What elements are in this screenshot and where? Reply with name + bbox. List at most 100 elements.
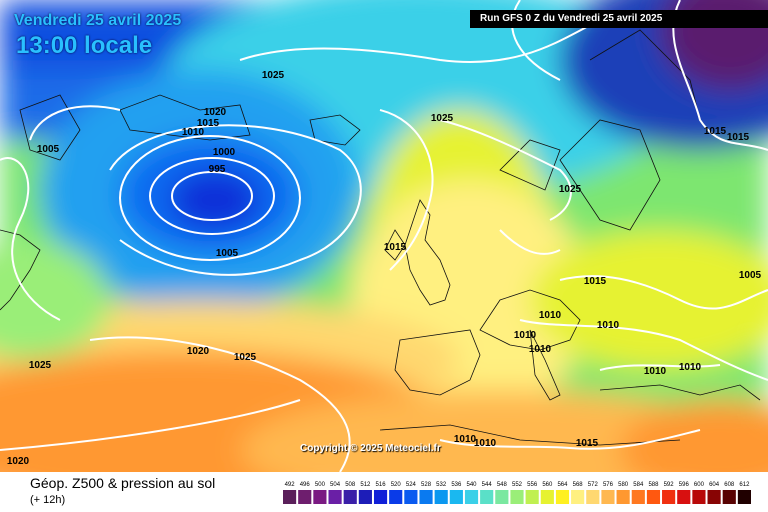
legend-value: 544 bbox=[482, 482, 493, 488]
legend-value: 608 bbox=[724, 482, 735, 488]
legend-swatch bbox=[601, 490, 615, 504]
isobar-label: 1020 bbox=[187, 346, 210, 357]
legend-swatch bbox=[692, 490, 706, 504]
legend-swatch bbox=[707, 490, 721, 504]
legend-value: 584 bbox=[633, 482, 644, 488]
legend-swatch bbox=[434, 490, 448, 504]
legend-swatch bbox=[313, 490, 327, 504]
legend-value: 524 bbox=[406, 482, 417, 488]
legend-swatch bbox=[722, 490, 736, 504]
legend-value: 576 bbox=[603, 482, 614, 488]
legend-swatch bbox=[328, 490, 342, 504]
legend-swatch bbox=[298, 490, 312, 504]
legend-swatch bbox=[404, 490, 418, 504]
isobar-label: 1005 bbox=[216, 248, 239, 259]
legend-value: 516 bbox=[376, 482, 387, 488]
legend-value: 596 bbox=[679, 482, 690, 488]
legend-swatch bbox=[358, 490, 372, 504]
legend-swatch bbox=[464, 490, 479, 504]
isobar-label: 1010 bbox=[182, 127, 205, 138]
isobar-label: 1015 bbox=[727, 132, 750, 143]
legend-swatch bbox=[646, 490, 661, 504]
legend-swatch bbox=[480, 490, 494, 504]
legend-value: 508 bbox=[345, 482, 356, 488]
legend-value: 592 bbox=[664, 482, 675, 488]
legend-swatch bbox=[586, 490, 600, 504]
isobar-label: 1020 bbox=[7, 456, 30, 467]
legend-value: 512 bbox=[360, 482, 371, 488]
legend-swatch bbox=[616, 490, 630, 504]
legend-value: 604 bbox=[709, 482, 720, 488]
isobar-label: 1025 bbox=[559, 184, 582, 195]
legend-swatch bbox=[419, 490, 433, 504]
isobar-label: 1010 bbox=[514, 330, 537, 341]
isobar-label: 1015 bbox=[384, 242, 407, 253]
legend-swatch bbox=[449, 490, 463, 504]
isobar-label: 1010 bbox=[679, 362, 702, 373]
legend-value: 556 bbox=[527, 482, 538, 488]
legend-swatch bbox=[540, 490, 554, 504]
legend-value: 580 bbox=[618, 482, 629, 488]
copyright-notice: Copyright © 2025 Meteociel.fr bbox=[300, 443, 441, 454]
isobar-label: 995 bbox=[209, 164, 226, 175]
local-time: 13:00 locale bbox=[16, 32, 153, 59]
legend-swatch bbox=[662, 490, 676, 504]
isobar-label: 1025 bbox=[431, 113, 454, 124]
isobar-label: 1005 bbox=[37, 144, 60, 155]
isobar-label: 1010 bbox=[644, 366, 667, 377]
isobar-label: 1015 bbox=[704, 126, 727, 137]
legend-value: 564 bbox=[557, 482, 568, 488]
legend-value: 536 bbox=[451, 482, 462, 488]
isobar-label: 1020 bbox=[204, 107, 227, 118]
isobar-label: 1015 bbox=[576, 438, 599, 449]
legend-swatch bbox=[283, 490, 297, 504]
legend-value: 560 bbox=[542, 482, 553, 488]
legend-value: 492 bbox=[285, 482, 296, 488]
legend-value: 572 bbox=[588, 482, 599, 488]
legend-swatch bbox=[737, 490, 751, 504]
legend-swatch bbox=[555, 490, 570, 504]
chart-date: Vendredi 25 avril 2025 bbox=[14, 12, 182, 29]
legend-value: 532 bbox=[436, 482, 447, 488]
isobar-label: 1015 bbox=[584, 276, 607, 287]
legend-value: 540 bbox=[467, 482, 478, 488]
legend-swatch bbox=[525, 490, 539, 504]
legend-value: 612 bbox=[739, 482, 750, 488]
isobar-label: 1010 bbox=[529, 344, 552, 355]
color-scale-legend: 492 496 500 504 508 512 516 520 524 528 532 536 540 5… bbox=[283, 482, 751, 504]
isobar-label: 1010 bbox=[474, 438, 497, 449]
isobar-label: 1025 bbox=[29, 360, 52, 371]
legend-value: 552 bbox=[512, 482, 523, 488]
legend-swatch bbox=[343, 490, 357, 504]
legend-value: 528 bbox=[421, 482, 432, 488]
isobar-label: 1005 bbox=[739, 270, 762, 281]
isobar-label: 1010 bbox=[454, 434, 477, 445]
legend-value: 520 bbox=[391, 482, 402, 488]
isobar-label: 1000 bbox=[213, 147, 236, 158]
legend-value: 600 bbox=[694, 482, 705, 488]
isobars bbox=[0, 0, 768, 472]
legend-value: 548 bbox=[497, 482, 508, 488]
legend-value: 496 bbox=[300, 482, 311, 488]
lead-time: (+ 12h) bbox=[30, 494, 66, 506]
legend-swatch bbox=[510, 490, 524, 504]
run-info: Run GFS 0 Z du Vendredi 25 avril 2025 bbox=[470, 10, 768, 28]
legend-value: 568 bbox=[573, 482, 584, 488]
coastlines bbox=[0, 29, 761, 446]
legend-value: 500 bbox=[315, 482, 326, 488]
legend-swatch bbox=[389, 490, 403, 504]
legend-swatch bbox=[495, 490, 509, 504]
legend-swatch bbox=[373, 490, 388, 504]
legend-swatch bbox=[677, 490, 691, 504]
legend-swatch bbox=[631, 490, 645, 504]
isobar-label: 1015 bbox=[197, 118, 220, 129]
legend-swatch bbox=[571, 490, 585, 504]
isobar-label: 1010 bbox=[539, 310, 562, 321]
legend-value: 504 bbox=[330, 482, 341, 488]
legend-value: 588 bbox=[648, 482, 659, 488]
geopotential-field bbox=[0, 0, 768, 472]
parameter-title: Géop. Z500 & pression au sol bbox=[30, 475, 216, 491]
